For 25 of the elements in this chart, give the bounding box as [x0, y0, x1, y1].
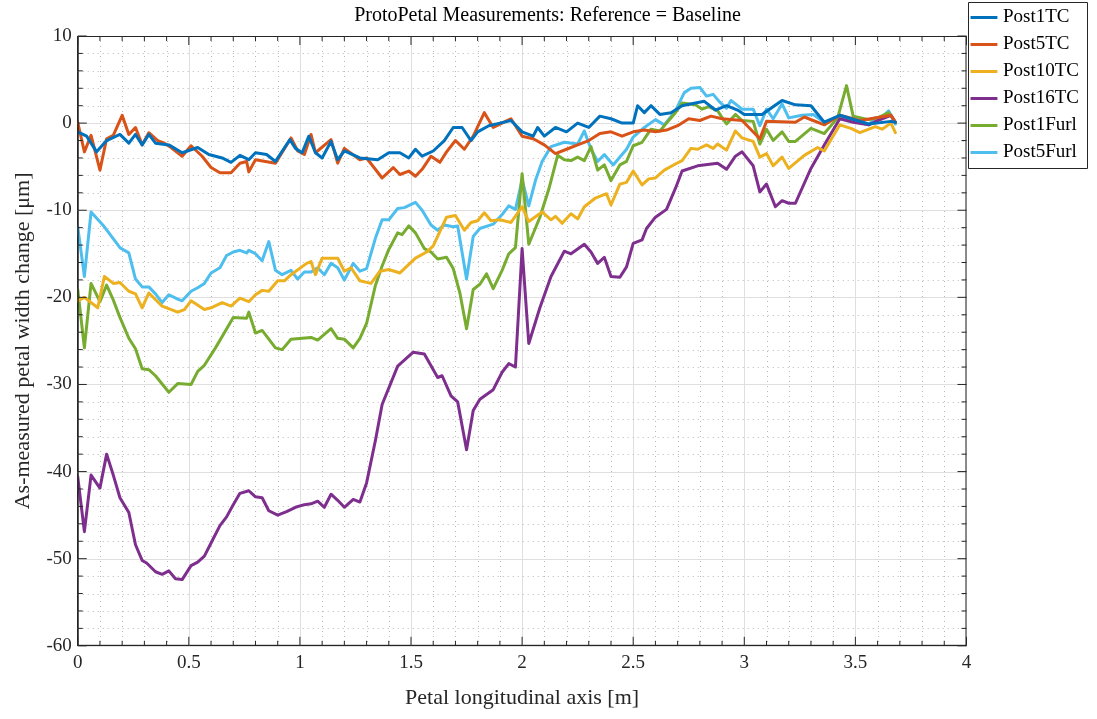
y-tick-label: -30 [46, 372, 72, 394]
chart-title: ProtoPetal Measurements: Reference = Baseline [354, 3, 741, 26]
x-tick-label: 3 [739, 651, 750, 673]
y-tick-label: -60 [46, 633, 72, 655]
x-tick-label: 4 [961, 651, 972, 673]
x-tick-label: 2.5 [621, 651, 646, 673]
x-tick-label: 1.5 [399, 651, 423, 673]
y-tick-label: -50 [46, 546, 72, 568]
x-tick-label: 3.5 [843, 651, 868, 673]
y-tick-label: 10 [52, 23, 72, 45]
x-tick-label: 1 [295, 651, 305, 673]
legend-label: Post1Furl [1002, 113, 1077, 135]
legend-label: Post10TC [1002, 59, 1080, 81]
legend-label: Post5TC [1002, 32, 1070, 54]
y-axis-title: As-measured petal width change [μm] [8, 172, 34, 510]
legend-label: Post1TC [1002, 5, 1070, 27]
y-tick-label: 0 [62, 111, 72, 133]
x-axis-title: Petal longitudinal axis [m] [405, 683, 640, 709]
legend-label: Post16TC [1002, 86, 1080, 108]
y-tick-label: -40 [46, 459, 72, 481]
y-tick-label: -10 [46, 198, 72, 220]
x-tick-label: 2 [517, 651, 527, 673]
y-tick-label: -20 [46, 285, 72, 307]
legend-label: Post5Furl [1002, 140, 1077, 162]
x-tick-label: 0.5 [176, 651, 201, 673]
